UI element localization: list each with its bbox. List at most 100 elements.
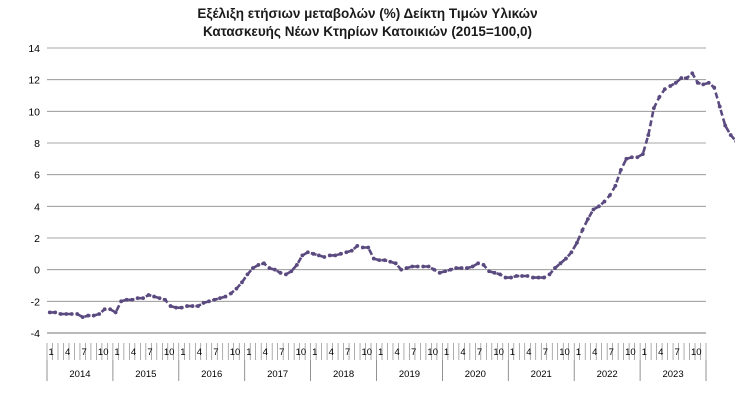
data-point — [481, 263, 486, 267]
x-tick-label: 4 — [658, 347, 663, 358]
data-point — [69, 312, 74, 316]
x-tick-label: 4 — [197, 347, 202, 358]
y-tick-label: 14 — [28, 43, 40, 55]
x-tick-label: 1 — [444, 347, 449, 358]
data-point — [564, 256, 568, 261]
data-point — [415, 264, 420, 269]
x-tick-label: 1 — [642, 347, 647, 358]
data-point — [80, 315, 85, 320]
data-point — [355, 244, 360, 248]
x-tick-label: 1 — [312, 347, 317, 358]
data-point — [316, 253, 321, 258]
x-tick-label: 7 — [411, 347, 416, 358]
x-tick-label: 7 — [147, 347, 152, 358]
data-point — [185, 304, 189, 308]
data-point — [366, 245, 371, 250]
x-year-label: 2017 — [267, 369, 288, 380]
x-tick-label: 4 — [592, 347, 597, 358]
data-point — [454, 266, 459, 270]
data-point — [163, 297, 167, 302]
data-point — [135, 296, 140, 301]
data-point — [53, 310, 58, 315]
data-point — [569, 250, 574, 255]
data-point — [597, 204, 601, 209]
data-point — [108, 307, 113, 312]
data-point — [294, 263, 299, 267]
data-point — [349, 248, 354, 253]
y-tick-label: -4 — [31, 328, 40, 340]
x-tick-label: 1 — [49, 347, 54, 358]
x-tick-label: 4 — [394, 347, 399, 358]
data-point — [514, 274, 519, 278]
data-point — [651, 106, 656, 111]
data-point — [712, 85, 717, 90]
data-point — [174, 305, 178, 310]
data-point — [690, 71, 695, 76]
data-point — [322, 255, 327, 259]
data-point — [311, 251, 316, 256]
data-point — [404, 266, 409, 270]
data-point — [662, 87, 667, 92]
x-tick-label: 10 — [164, 347, 175, 358]
series-line — [49, 72, 735, 319]
data-point — [553, 266, 557, 270]
data-point — [102, 307, 107, 312]
x-tick-label: 10 — [296, 347, 307, 358]
data-point — [157, 296, 162, 301]
chart-title-line2: Κατασκευής Νέων Κτηρίων Κατοικιών (2015=… — [202, 24, 533, 39]
data-point — [624, 156, 629, 161]
data-point — [684, 76, 689, 80]
data-point — [130, 297, 135, 302]
x-tick-label: 4 — [526, 347, 531, 358]
x-tick-label: 4 — [460, 347, 465, 358]
data-point — [635, 155, 640, 160]
data-point — [470, 264, 475, 269]
y-tick-label: 6 — [34, 170, 40, 182]
x-tick-label: 10 — [625, 347, 636, 358]
data-point — [503, 275, 508, 280]
data-point — [410, 264, 415, 269]
x-tick-label: 4 — [329, 347, 334, 358]
data-point — [190, 304, 195, 308]
data-point — [668, 84, 673, 88]
x-tick-label: 1 — [378, 347, 383, 358]
data-point — [119, 299, 124, 304]
data-point — [591, 207, 596, 212]
data-point — [629, 155, 634, 160]
y-tick-label: 2 — [34, 233, 40, 245]
data-point — [509, 275, 513, 280]
data-point — [273, 267, 277, 272]
data-point — [443, 269, 448, 274]
data-point — [305, 250, 310, 255]
data-point — [245, 272, 250, 277]
data-point — [168, 304, 173, 308]
data-point — [267, 266, 272, 270]
x-tick-label: 10 — [362, 347, 373, 358]
x-tick-label: 7 — [609, 347, 614, 358]
data-point — [388, 259, 393, 264]
y-tick-label: 10 — [28, 106, 40, 118]
data-point — [64, 312, 69, 316]
data-point — [575, 240, 579, 245]
x-tick-label: 4 — [131, 347, 136, 358]
x-tick-label: 1 — [180, 347, 185, 358]
data-point — [476, 261, 480, 266]
data-point — [393, 261, 398, 266]
data-point — [701, 82, 706, 87]
x-tick-label: 10 — [559, 347, 570, 358]
data-point — [58, 312, 63, 316]
data-point — [525, 274, 530, 278]
data-point — [47, 310, 52, 315]
x-tick-label: 7 — [81, 347, 86, 358]
x-tick-label: 7 — [213, 347, 218, 358]
data-point — [327, 253, 332, 258]
y-tick-label: -2 — [31, 296, 40, 308]
x-tick-label: 1 — [114, 347, 119, 358]
x-tick-label: 1 — [576, 347, 581, 358]
data-point — [278, 270, 283, 275]
data-point — [196, 304, 200, 308]
data-point — [487, 269, 491, 274]
data-point — [360, 245, 365, 250]
x-year-label: 2023 — [662, 369, 683, 380]
